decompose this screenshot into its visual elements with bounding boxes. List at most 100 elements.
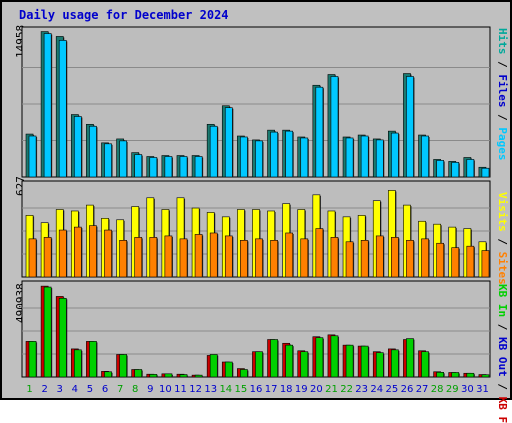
day-label: 7 (117, 384, 123, 395)
day-label: 1 (26, 384, 32, 395)
files-bar (330, 76, 339, 178)
day-label: 16 (250, 384, 263, 395)
files-bar (466, 159, 475, 178)
files-bar (119, 140, 127, 178)
day-label: 13 (204, 384, 217, 395)
sites-bar (285, 232, 294, 278)
files-bar (28, 135, 37, 178)
files-bar (270, 131, 278, 178)
day-label: 9 (147, 384, 153, 395)
day-label: 22 (340, 384, 353, 395)
sites-bar (104, 229, 112, 278)
day-label: 24 (370, 384, 383, 395)
files-bar (179, 156, 188, 178)
kbin-bar (391, 349, 399, 378)
files-bar (345, 137, 354, 178)
kbin-bar (360, 345, 369, 378)
files-bar (360, 135, 369, 178)
files-bar (58, 40, 67, 178)
files-bar (300, 137, 309, 178)
files-bar (421, 135, 429, 178)
day-label: 14 (219, 384, 232, 395)
kbin-bar (43, 286, 52, 378)
day-label: 31 (476, 384, 489, 395)
sites-bar (300, 238, 309, 278)
sites-bar (421, 238, 429, 278)
kbin-bar (209, 354, 218, 378)
sites-bar (255, 238, 263, 278)
day-label: 3 (57, 384, 63, 395)
files-bar (209, 125, 218, 178)
sites-bar (481, 250, 490, 278)
kbin-bar (421, 351, 429, 378)
day-label: 25 (386, 384, 399, 395)
sites-bar (345, 241, 354, 278)
kbin-bar (73, 349, 82, 378)
kbin-bar (134, 369, 143, 378)
files-bar (391, 132, 399, 178)
files-bar (375, 139, 384, 178)
files-bar (406, 76, 414, 178)
chart-title: Daily usage for December 2024 (19, 8, 229, 22)
files-bar (134, 154, 143, 178)
kbin-bar (89, 341, 97, 378)
sites-bar (436, 242, 445, 278)
sites-bar (119, 240, 127, 278)
files-bar (73, 116, 82, 178)
day-label: 20 (310, 384, 323, 395)
sites-bar (134, 237, 143, 278)
sites-bar (209, 232, 218, 278)
sites-bar (330, 237, 339, 278)
files-bar (164, 156, 173, 178)
sites-bar (315, 228, 324, 278)
sites-bar (270, 240, 278, 278)
kbin-bar (255, 351, 263, 378)
day-label: 21 (325, 384, 338, 395)
files-bar (43, 33, 52, 178)
kbin-bar (58, 297, 67, 378)
sites-bar (224, 235, 233, 278)
kbin-bar (104, 371, 112, 378)
sites-bar (391, 237, 399, 278)
files-bar (481, 167, 490, 178)
day-label: 15 (235, 384, 248, 395)
sites-bar (149, 237, 158, 278)
kbin-bar (406, 338, 414, 378)
sites-bar (360, 240, 369, 278)
sites-bar (451, 247, 460, 278)
day-label: 29 (446, 384, 459, 395)
sites-bar (89, 225, 97, 278)
sites-bar (164, 235, 173, 278)
kbin-bar (149, 374, 158, 378)
day-label: 2 (41, 384, 47, 395)
files-bar (240, 136, 248, 178)
day-label: 28 (431, 384, 444, 395)
day-label: 19 (295, 384, 308, 395)
kbin-bar (375, 352, 384, 378)
kbin-bar (481, 374, 490, 378)
files-bar (285, 130, 294, 178)
day-label: 5 (87, 384, 93, 395)
sites-bar (240, 240, 248, 278)
bottom-legend-part: KB F (496, 396, 509, 423)
files-bar (451, 162, 460, 178)
files-bar (194, 156, 203, 178)
kbin-bar (119, 354, 127, 378)
day-label: 23 (355, 384, 368, 395)
day-label: 10 (159, 384, 172, 395)
sites-bar (179, 238, 188, 278)
day-label: 12 (189, 384, 202, 395)
day-label: 4 (72, 384, 78, 395)
day-label: 11 (174, 384, 187, 395)
sites-bar (466, 245, 475, 278)
sites-bar (28, 238, 37, 278)
files-bar (149, 157, 158, 178)
kbin-bar (436, 372, 445, 378)
kbin-bar (179, 374, 188, 378)
files-bar (315, 86, 324, 178)
day-label: 8 (132, 384, 138, 395)
kbin-bar (224, 361, 233, 378)
kbin-bar (466, 372, 475, 378)
kbin-bar (300, 351, 309, 378)
kbin-bar (285, 344, 294, 378)
